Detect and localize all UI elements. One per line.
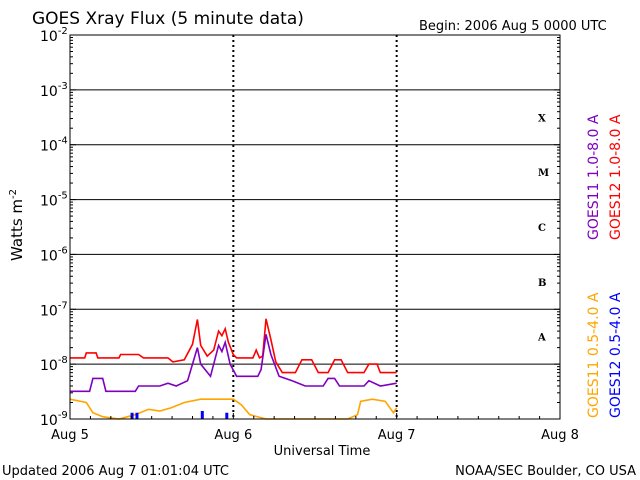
x-tick-label: Aug 6 [214, 428, 252, 443]
y-tick-base: 10 [40, 303, 58, 319]
series-line [70, 334, 397, 393]
y-tick-exponent: -6 [58, 245, 68, 256]
x-tick-label: Aug 7 [378, 428, 416, 443]
flare-class-b: B [538, 278, 546, 289]
series-goes12-0-5-4-0-a [130, 410, 229, 419]
source-label: NOAA/SEC Boulder, CO USA [455, 464, 636, 479]
y-axis-label-sup: -2 [8, 189, 19, 199]
y-tick-base: 10 [40, 358, 58, 374]
y-tick-base: 10 [40, 248, 58, 264]
series-line [70, 318, 397, 374]
y-tick-base: 10 [40, 413, 58, 429]
flare-class-m: M [538, 168, 549, 179]
y-tick-label: 10-8 [40, 355, 68, 374]
y-axis-ticks: 10-910-810-710-610-510-410-310-2 [40, 26, 560, 429]
series-goes12-1-0-8-0-a [70, 318, 397, 374]
flare-class-a: A [537, 333, 546, 344]
x-tick-label: Aug 8 [541, 428, 579, 443]
y-axis-label: Watts m-2 [8, 189, 26, 261]
legend-right-entry: GOES12 1.0-8.0 A [608, 114, 624, 240]
series-line [69, 398, 398, 420]
y-tick-base: 10 [40, 194, 58, 210]
y-tick-exponent: -2 [58, 26, 68, 37]
y-tick-exponent: -7 [58, 300, 68, 311]
x-axis-label: Universal Time [274, 444, 371, 459]
y-tick-label: 10-9 [40, 410, 68, 429]
flare-class-labels: A B C M X [537, 113, 549, 343]
legend-bottom-entry: GOES12 0.5-4.0 A [608, 292, 624, 418]
y-tick-label: 10-5 [40, 191, 68, 210]
flare-class-c: C [538, 223, 546, 234]
plot-frame [69, 34, 561, 420]
legend-bottom: GOES12 0.5-4.0 A GOES11 0.5-4.0 A [586, 292, 624, 418]
x-tick-label: Aug 5 [51, 428, 89, 443]
series-goes11-0-5-4-0-a [69, 398, 398, 420]
legend-bottom-entry: GOES11 0.5-4.0 A [586, 292, 602, 418]
y-tick-exponent: -3 [58, 81, 68, 92]
y-tick-label: 10-4 [40, 136, 68, 155]
flare-class-x: X [538, 113, 546, 124]
y-tick-exponent: -8 [58, 355, 68, 366]
svg-text:Watts m-2: Watts m-2 [8, 189, 26, 261]
series-goes11-1-0-8-0-a [70, 334, 397, 393]
y-axis-label-text: Watts m [8, 199, 26, 261]
legend-right: GOES12 1.0-8.0 A GOES11 1.0-8.0 A [586, 114, 624, 240]
y-tick-exponent: -4 [58, 136, 68, 147]
y-tick-label: 10-6 [40, 245, 68, 264]
y-tick-base: 10 [40, 139, 58, 155]
y-tick-base: 10 [40, 84, 58, 100]
updated-label: Updated 2006 Aug 7 01:01:04 UTC [2, 464, 229, 479]
y-tick-exponent: -9 [58, 410, 68, 421]
x-axis-ticks: Aug 5 Aug 6 Aug 7 Aug 8 [51, 413, 579, 443]
y-tick-label: 10-2 [40, 26, 68, 45]
series-layer [69, 318, 398, 420]
y-tick-label: 10-7 [40, 300, 68, 319]
chart-title: GOES Xray Flux (5 minute data) [32, 9, 304, 29]
y-tick-base: 10 [40, 29, 58, 45]
plot-lines [70, 35, 560, 419]
y-tick-label: 10-3 [40, 81, 68, 100]
begin-label: Begin: 2006 Aug 5 0000 UTC [419, 19, 607, 34]
y-tick-exponent: -5 [58, 191, 68, 202]
legend-right-entry: GOES11 1.0-8.0 A [586, 114, 602, 240]
